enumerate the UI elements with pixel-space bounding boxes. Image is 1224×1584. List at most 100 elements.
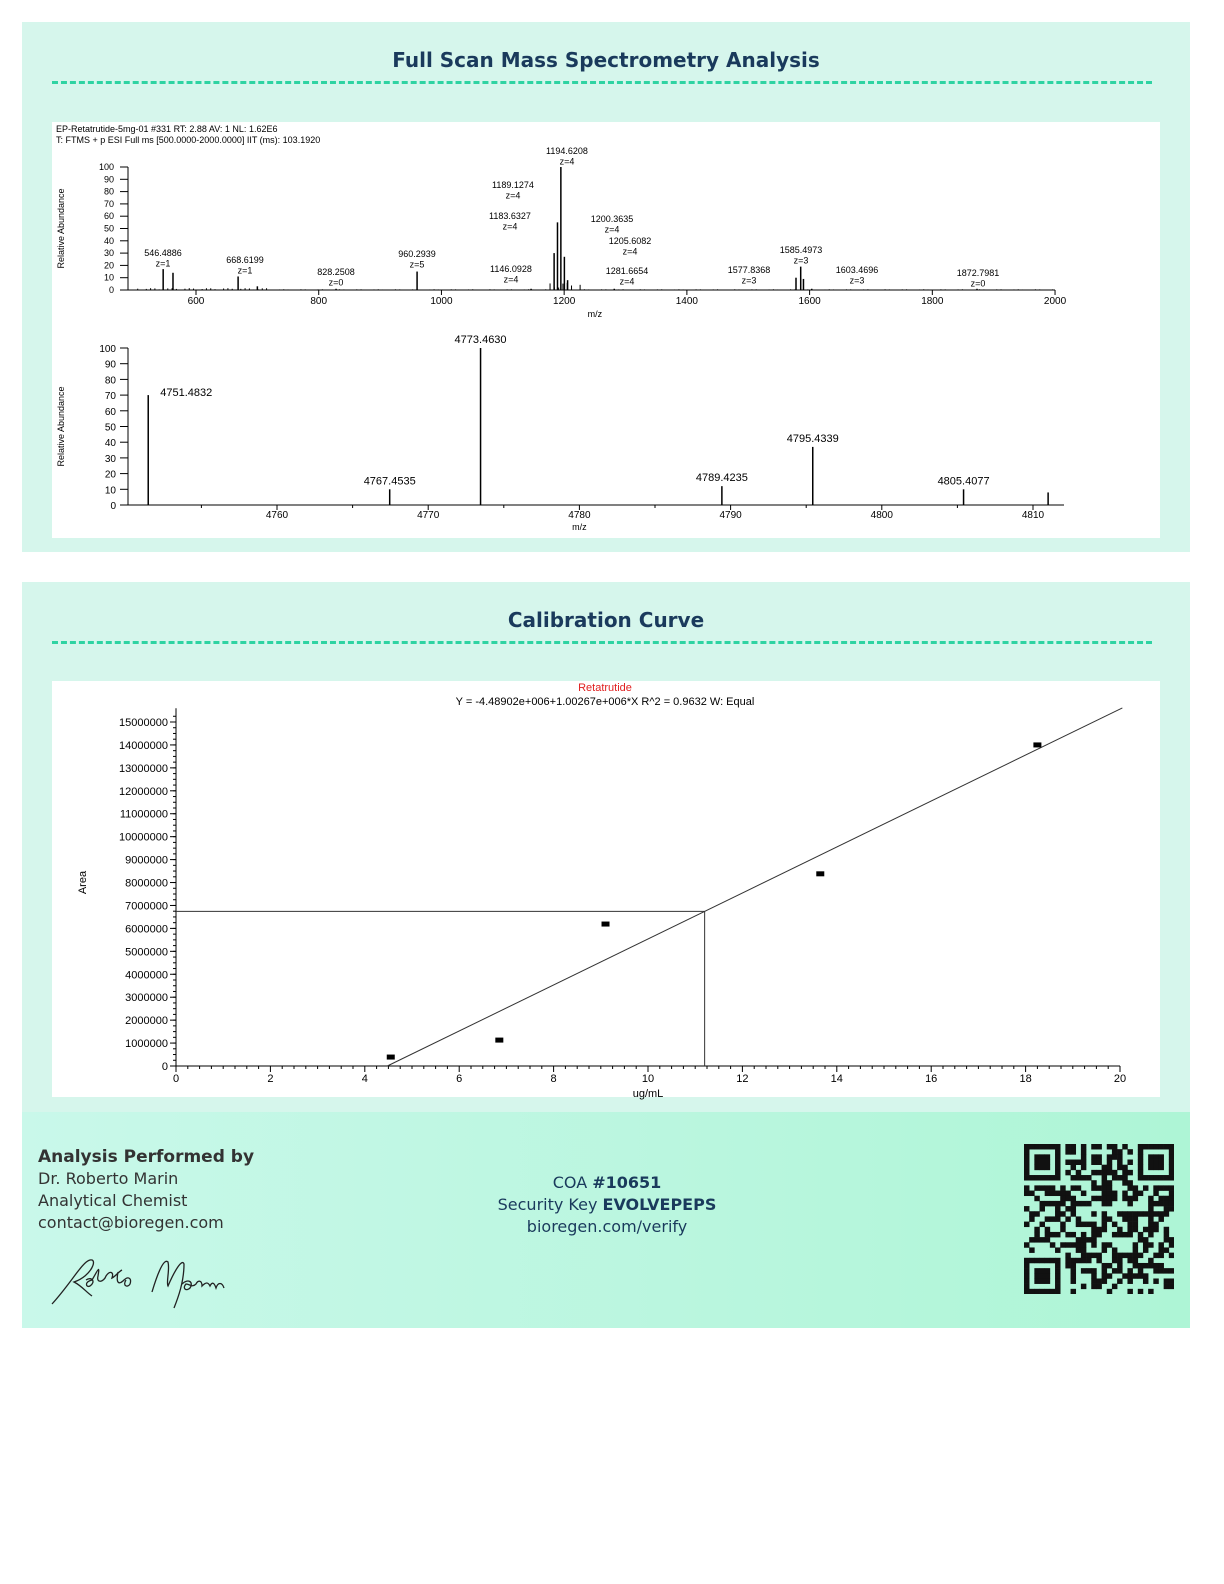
peak-charge: z=4 [504, 275, 519, 285]
mass-spectrum-chart: EP-Retatrutide-5mg-01 #331 RT: 2.88 AV: … [56, 124, 1067, 532]
chart-title: Retatrutide [578, 682, 632, 694]
qr-module [1101, 1273, 1108, 1279]
qr-module [1111, 1195, 1118, 1202]
qr-module [1158, 1185, 1164, 1191]
qr-module [1142, 1273, 1149, 1279]
qr-module [1132, 1273, 1139, 1279]
ms-plot: EP-Retatrutide-5mg-01 #331 RT: 2.88 AV: … [52, 122, 1160, 538]
qr-module [1049, 1144, 1056, 1150]
x-tick-label: 12 [736, 1073, 748, 1085]
qr-code[interactable] [1024, 1144, 1174, 1294]
qr-module [1158, 1247, 1164, 1253]
y-tick-label: 11000000 [120, 809, 168, 821]
qr-module [1122, 1231, 1128, 1238]
peak-label: 960.2939 [398, 249, 436, 259]
verify-link[interactable]: bioregen.com/verify [526, 1217, 688, 1236]
qr-module [1039, 1144, 1045, 1150]
qr-module [1086, 1200, 1092, 1207]
calibration-plot: Retatrutide Y = -4.48902e+006+1.00267e+00… [52, 681, 1160, 1100]
qr-module [1091, 1231, 1097, 1238]
qr-module [1034, 1231, 1040, 1238]
qr-module [1106, 1195, 1113, 1202]
qr-module [1029, 1216, 1035, 1222]
qr-module [1137, 1144, 1144, 1150]
qr-module [1039, 1221, 1045, 1228]
peak-charge: z=4 [560, 157, 575, 167]
y-tick-label: 3000000 [125, 992, 168, 1004]
qr-module [1060, 1185, 1066, 1191]
qr-module [1168, 1185, 1174, 1191]
qr-module [1044, 1154, 1051, 1160]
x-tick-label: 4800 [871, 510, 894, 521]
qr-module [1075, 1200, 1082, 1207]
qr-module [1055, 1164, 1061, 1171]
qr-module [1065, 1195, 1071, 1202]
qr-module [1137, 1237, 1144, 1243]
x-tick-label: 14 [831, 1073, 843, 1085]
qr-module [1148, 1221, 1154, 1228]
qr-module [1049, 1231, 1056, 1238]
qr-module [1044, 1237, 1051, 1243]
qr-module [1029, 1257, 1035, 1264]
y-axis-label: Relative Abundance [56, 386, 66, 466]
qr-module [1117, 1268, 1123, 1274]
analyst-email: contact@bioregen.com [38, 1213, 224, 1232]
qr-module [1080, 1144, 1087, 1150]
y-tick-label: 0 [162, 1061, 168, 1073]
y-axis-label: Relative Abundance [56, 188, 66, 268]
qr-module [1049, 1288, 1056, 1294]
qr-module [1096, 1144, 1102, 1150]
qr-module [1055, 1262, 1061, 1269]
qr-module [1049, 1200, 1056, 1207]
qr-module [1091, 1195, 1097, 1202]
qr-module [1075, 1237, 1082, 1243]
qr-module [1096, 1169, 1102, 1176]
qr-module [1106, 1242, 1113, 1248]
qr-module [1101, 1278, 1108, 1284]
qr-module [1034, 1154, 1040, 1160]
qr-module [1024, 1149, 1030, 1155]
qr-module [1034, 1185, 1040, 1191]
qr-module [1044, 1185, 1051, 1191]
qr-module [1086, 1237, 1092, 1243]
qr-module [1101, 1242, 1108, 1248]
qr-module [1127, 1159, 1133, 1165]
qr-module [1148, 1288, 1154, 1294]
qr-module [1075, 1221, 1082, 1228]
peak-label: 4773.4630 [455, 334, 507, 346]
qr-module [1148, 1206, 1154, 1212]
peak-label: 1281.6654 [606, 266, 649, 276]
qr-module [1142, 1242, 1149, 1248]
qr-module [1055, 1247, 1061, 1253]
qr-module [1065, 1252, 1071, 1259]
qr-module [1163, 1231, 1170, 1238]
qr-module [1158, 1195, 1164, 1202]
x-tick-label: 600 [188, 296, 205, 307]
coa-number: #10651 [592, 1173, 662, 1192]
peak-label: 4795.4339 [787, 433, 839, 445]
qr-module [1132, 1185, 1139, 1191]
qr-module [1091, 1180, 1097, 1186]
qr-module [1163, 1206, 1170, 1212]
qr-module [1127, 1278, 1133, 1284]
qr-module [1096, 1283, 1102, 1290]
qr-module [1080, 1164, 1087, 1171]
qr-module [1132, 1247, 1139, 1253]
qr-module [1039, 1159, 1045, 1165]
qr-module [1117, 1278, 1123, 1284]
qr-module [1101, 1180, 1108, 1186]
qr-module [1122, 1216, 1128, 1222]
qr-module [1127, 1252, 1133, 1259]
qr-module [1148, 1175, 1154, 1181]
qr-module [1065, 1216, 1071, 1222]
qr-module [1153, 1175, 1159, 1181]
x-tick-label: 1800 [921, 296, 944, 307]
qr-module [1132, 1221, 1139, 1228]
peak-charge: z=1 [156, 259, 171, 269]
x-axis-label: m/z [572, 522, 587, 532]
qr-module [1029, 1144, 1035, 1150]
qr-module [1106, 1159, 1113, 1165]
qr-module [1080, 1200, 1087, 1207]
x-tick-label: 1200 [553, 296, 576, 307]
y-tick-label: 30 [104, 248, 114, 258]
